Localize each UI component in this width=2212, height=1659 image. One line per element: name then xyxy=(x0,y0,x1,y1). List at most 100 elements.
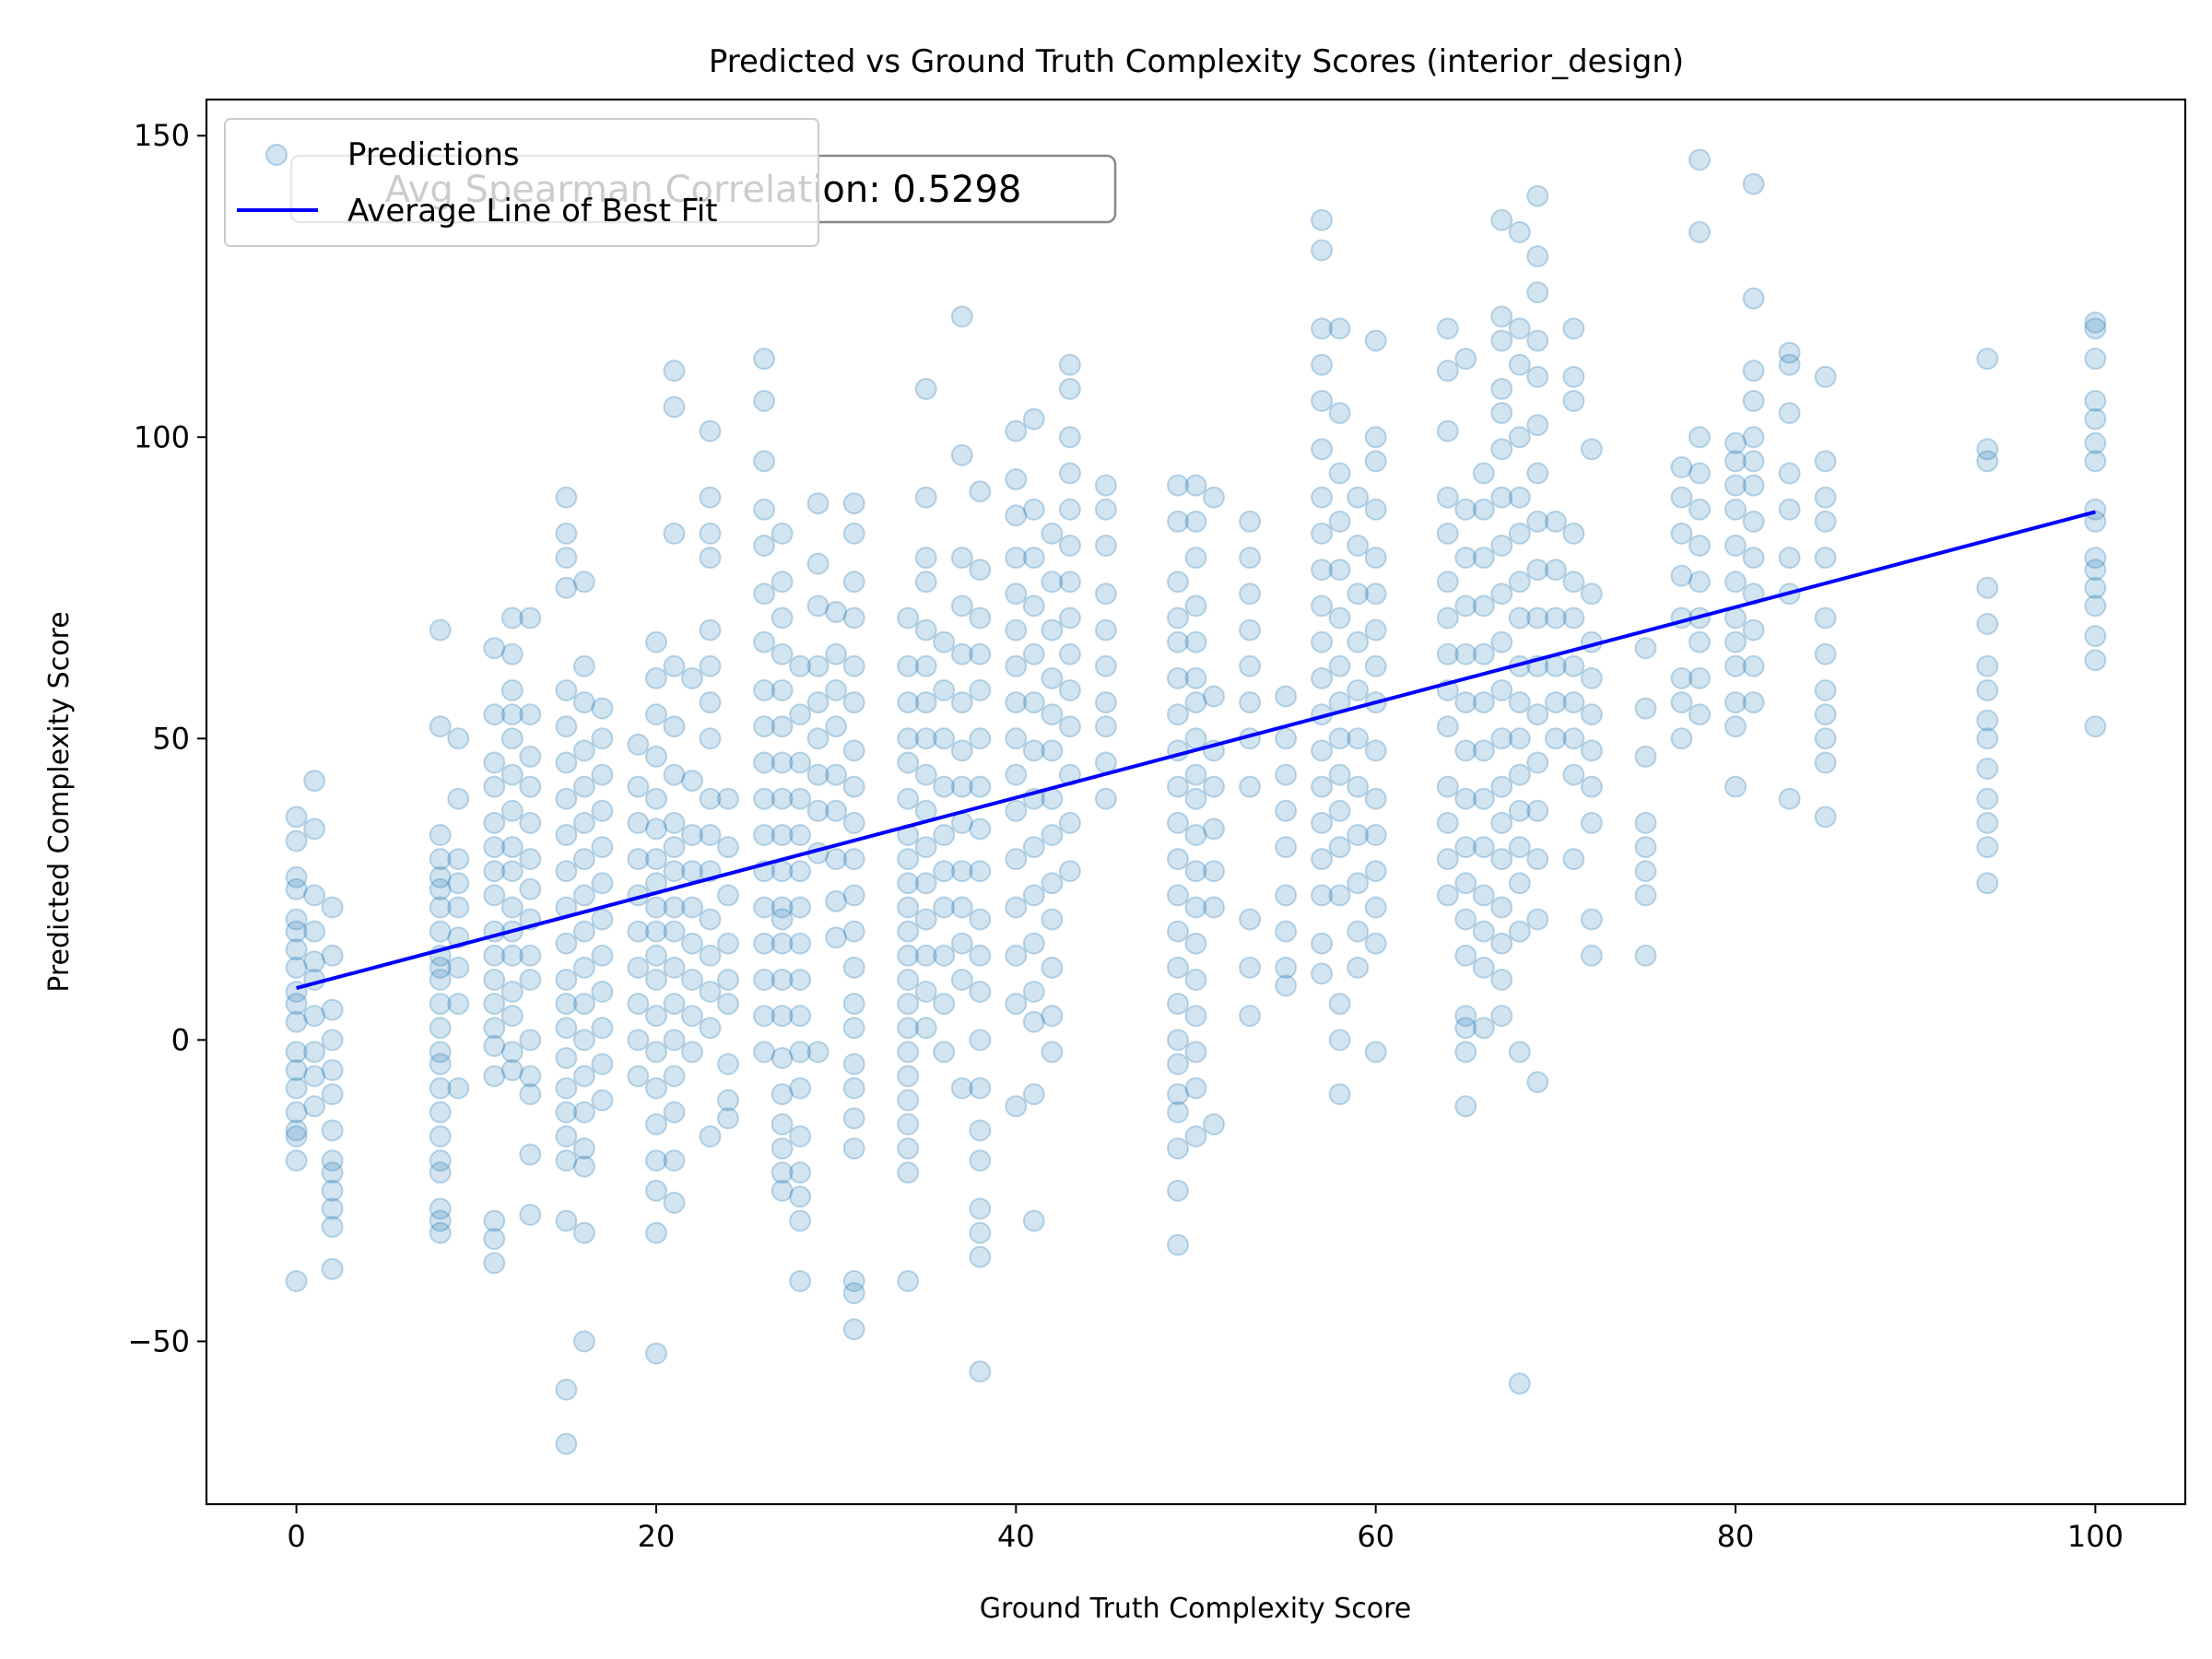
data-point xyxy=(285,938,308,961)
data-point xyxy=(1490,486,1513,509)
data-point xyxy=(519,1065,542,1088)
data-point xyxy=(2084,510,2107,533)
data-point xyxy=(1742,426,1765,449)
data-point xyxy=(950,860,973,883)
data-point xyxy=(1814,606,1837,629)
data-point xyxy=(645,818,667,841)
data-point xyxy=(914,486,937,509)
x-tick-label: 20 xyxy=(638,1519,676,1554)
data-point xyxy=(1311,239,1334,262)
data-point xyxy=(1184,691,1207,714)
data-point xyxy=(1742,618,1765,641)
data-point xyxy=(1976,613,1999,635)
data-point xyxy=(1184,547,1207,570)
data-point xyxy=(572,920,595,943)
data-point xyxy=(645,787,667,810)
data-point xyxy=(321,1161,344,1184)
data-point xyxy=(1041,618,1064,641)
data-point xyxy=(699,908,722,931)
data-point xyxy=(1058,378,1081,400)
data-point xyxy=(1311,884,1334,907)
data-point xyxy=(1041,908,1064,931)
data-point xyxy=(897,1017,920,1040)
data-point xyxy=(447,896,470,919)
data-point xyxy=(285,908,308,931)
data-point xyxy=(1508,799,1531,822)
y-tick-label: 50 xyxy=(152,721,190,756)
data-point xyxy=(1508,426,1531,449)
data-point xyxy=(914,763,937,786)
data-point xyxy=(500,1041,524,1064)
data-point xyxy=(1275,763,1298,786)
data-point xyxy=(591,799,614,822)
data-point xyxy=(1347,486,1370,509)
data-point xyxy=(285,1149,308,1172)
data-point xyxy=(1472,787,1495,810)
data-point xyxy=(914,836,937,859)
data-point xyxy=(1094,751,1117,774)
data-point xyxy=(771,715,794,738)
data-point xyxy=(1328,606,1351,629)
data-point xyxy=(1670,522,1693,545)
data-point xyxy=(842,811,865,834)
data-point xyxy=(699,727,722,750)
data-point xyxy=(519,703,542,726)
data-point xyxy=(969,1119,992,1142)
data-point xyxy=(1436,884,1459,907)
data-point xyxy=(1005,468,1028,491)
data-point xyxy=(447,787,470,810)
data-point xyxy=(1022,407,1045,430)
data-point xyxy=(1239,691,1262,714)
data-point xyxy=(1436,715,1459,738)
data-point xyxy=(429,1149,452,1172)
data-point xyxy=(914,547,937,570)
data-point xyxy=(483,993,506,1016)
data-point xyxy=(1688,535,1711,557)
data-point xyxy=(1526,606,1549,629)
data-point xyxy=(1005,848,1028,871)
data-point xyxy=(1167,811,1189,834)
data-point xyxy=(2084,594,2107,618)
data-point xyxy=(483,703,506,726)
data-point xyxy=(789,1161,812,1184)
data-point xyxy=(1562,848,1585,871)
data-point xyxy=(1058,811,1081,834)
data-point xyxy=(1005,1095,1028,1118)
data-point xyxy=(842,691,865,714)
data-point xyxy=(555,1100,578,1124)
data-point xyxy=(1347,679,1370,701)
data-point xyxy=(1472,498,1495,521)
data-point xyxy=(321,944,344,967)
data-point xyxy=(1364,450,1387,473)
data-point xyxy=(2084,390,2107,412)
data-point xyxy=(447,993,470,1016)
data-point xyxy=(897,1270,920,1292)
data-point xyxy=(933,727,956,750)
data-point xyxy=(1724,715,1747,738)
data-point xyxy=(1724,775,1747,798)
data-point xyxy=(1976,576,1999,599)
data-point xyxy=(1472,739,1495,762)
data-point xyxy=(2084,347,2107,371)
data-point xyxy=(1454,594,1477,618)
data-point xyxy=(699,522,722,545)
data-point xyxy=(1544,559,1567,582)
data-point xyxy=(627,1029,650,1052)
data-point xyxy=(1454,908,1477,931)
data-point xyxy=(1454,739,1477,762)
plot-area-frame xyxy=(205,98,2187,1506)
data-point xyxy=(663,1065,686,1088)
data-point xyxy=(1526,510,1549,533)
data-point xyxy=(1724,450,1747,473)
data-point xyxy=(663,896,686,919)
data-point xyxy=(1634,637,1657,660)
data-point xyxy=(842,606,865,629)
data-point xyxy=(1688,703,1711,726)
data-point xyxy=(806,727,830,750)
data-point xyxy=(842,775,865,798)
data-point xyxy=(1022,739,1045,762)
data-point xyxy=(1184,474,1207,497)
data-point xyxy=(429,877,452,900)
data-point xyxy=(1184,969,1207,991)
